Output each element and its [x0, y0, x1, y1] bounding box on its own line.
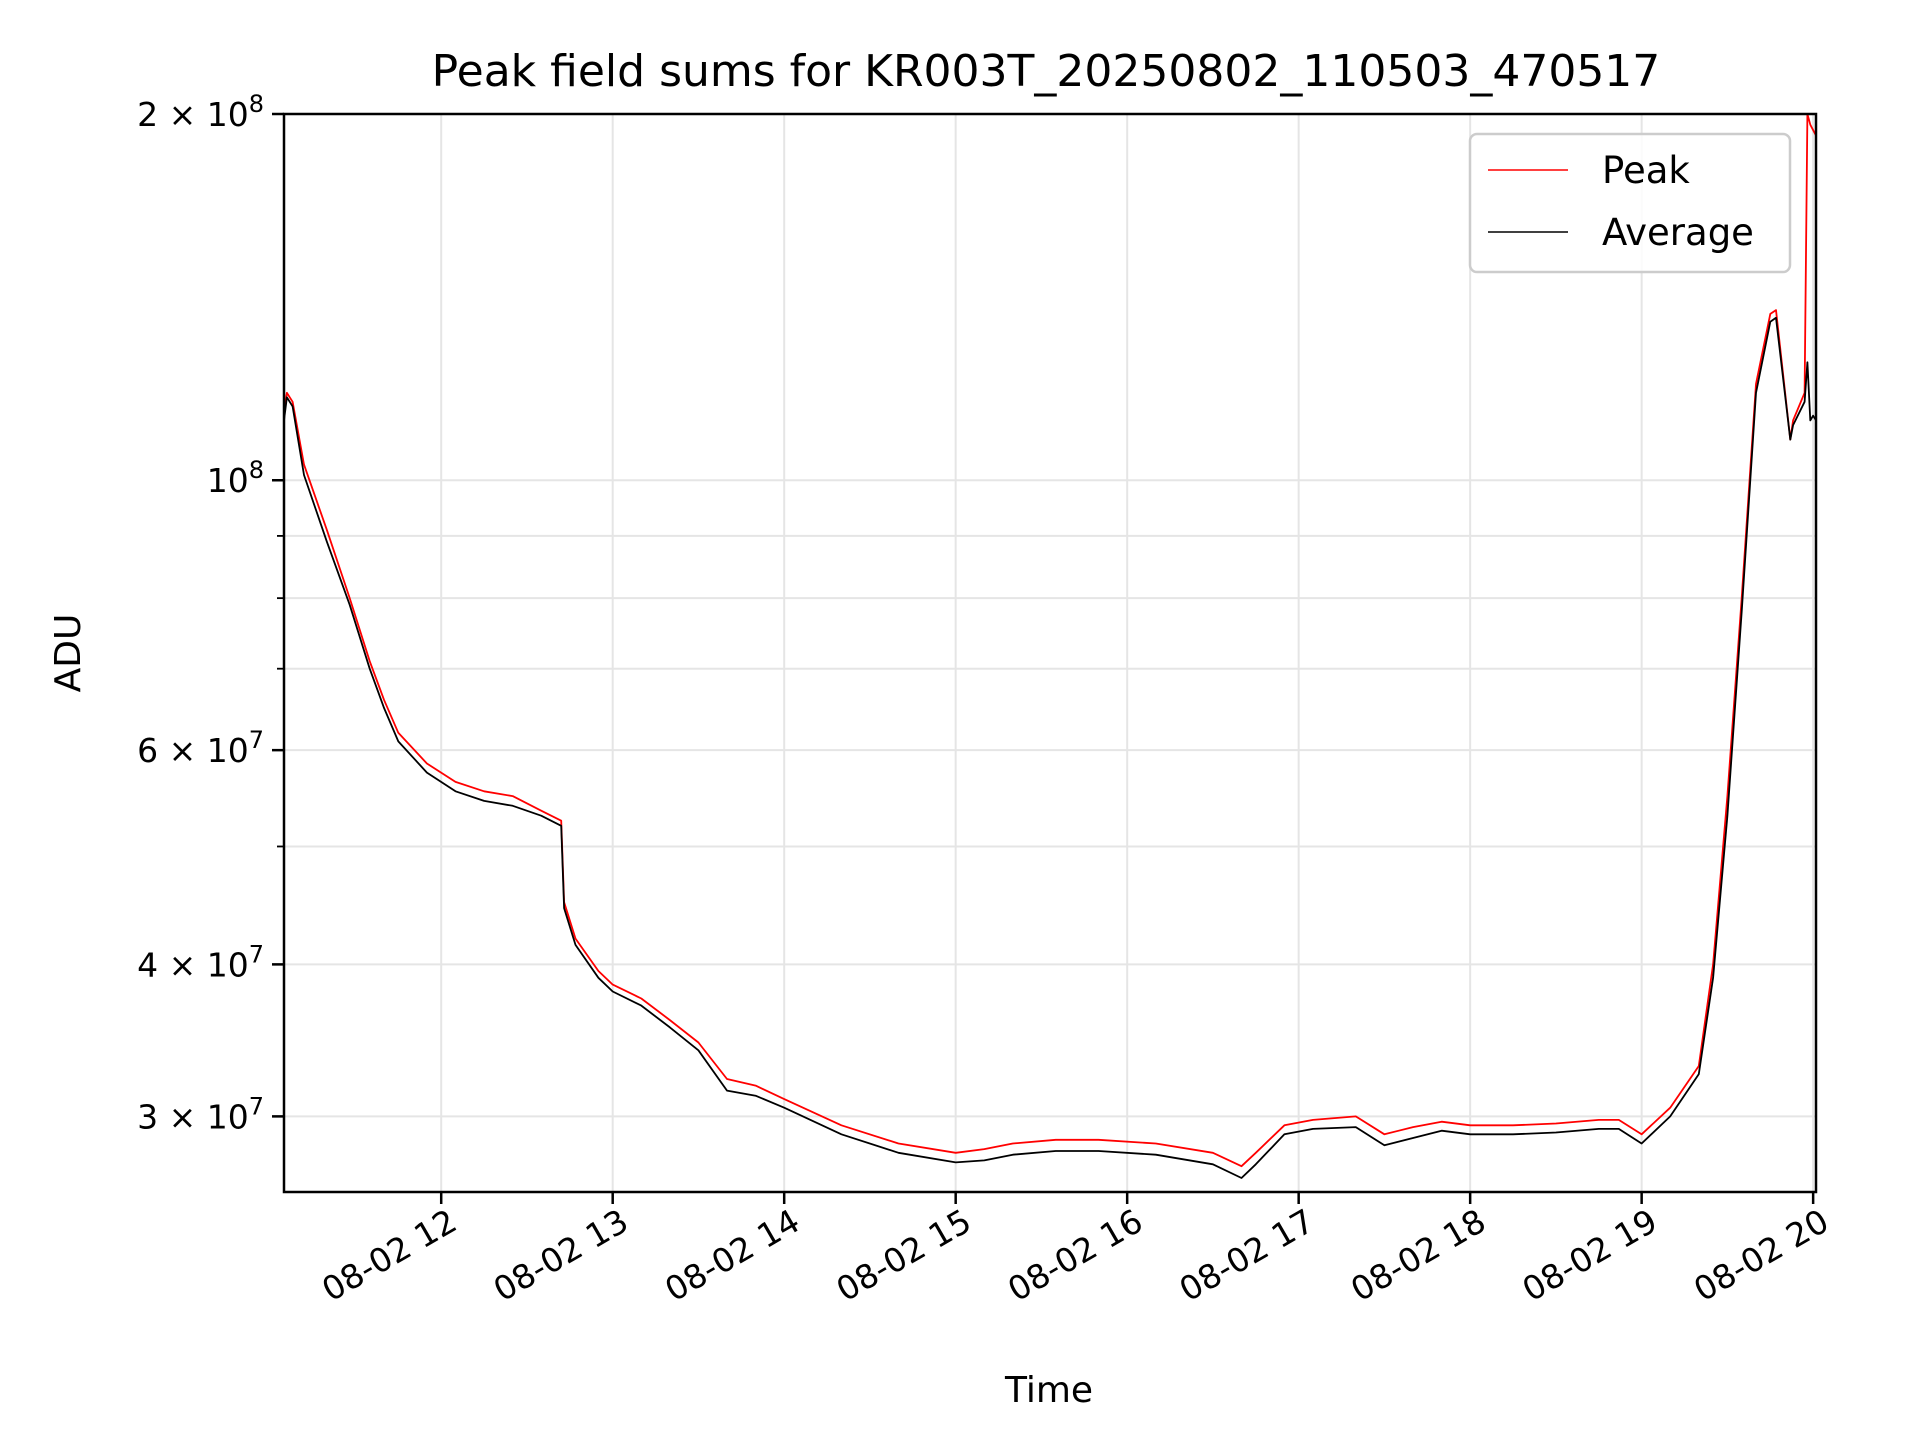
plot-area: [282, 112, 1818, 1194]
y-axis-label: ADU: [48, 614, 89, 693]
y-tick-label: 4 × 107: [137, 940, 264, 984]
legend-label-average: Average: [1602, 211, 1754, 254]
chart-title: Peak field sums for KR003T_20250802_1105…: [432, 46, 1661, 97]
y-tick-label: 3 × 107: [137, 1092, 264, 1136]
series-line-average: [284, 316, 1816, 1179]
y-tick-label: 2 × 108: [137, 90, 264, 134]
series-layer: [284, 114, 1816, 1179]
plot-frame: [282, 112, 1818, 1194]
x-axis-label: Time: [1004, 1370, 1093, 1411]
legend-label-peak: Peak: [1602, 149, 1690, 192]
legend-box: [1468, 132, 1792, 274]
y-tick-label: 6 × 107: [137, 726, 264, 770]
legend: Peak Average: [1468, 132, 1792, 274]
series-line-peak: [284, 114, 1816, 1168]
plot-background: [284, 114, 1816, 1192]
